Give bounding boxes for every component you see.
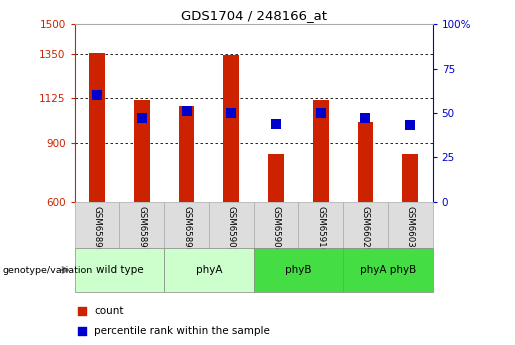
Bar: [164, 248, 253, 292]
Bar: [253, 248, 343, 292]
Bar: [164, 202, 209, 248]
Text: wild type: wild type: [96, 265, 143, 275]
Text: genotype/variation: genotype/variation: [3, 266, 93, 275]
Point: [317, 110, 325, 116]
Bar: [298, 202, 343, 248]
Bar: [343, 248, 433, 292]
Bar: [357, 122, 373, 202]
Text: phyA phyB: phyA phyB: [360, 265, 416, 275]
Point: [182, 108, 191, 114]
Point: [93, 92, 101, 98]
Title: GDS1704 / 248166_at: GDS1704 / 248166_at: [181, 9, 327, 22]
Bar: [343, 202, 388, 248]
Point: [138, 116, 146, 121]
Point: [78, 308, 86, 313]
Text: phyA: phyA: [196, 265, 222, 275]
Bar: [75, 248, 164, 292]
Text: GSM65910: GSM65910: [316, 206, 325, 253]
Text: GSM66030: GSM66030: [406, 206, 415, 253]
Point: [227, 110, 235, 116]
Text: GSM65904: GSM65904: [271, 206, 281, 253]
Text: count: count: [94, 306, 124, 315]
Bar: [224, 55, 239, 202]
Bar: [209, 202, 253, 248]
Text: percentile rank within the sample: percentile rank within the sample: [94, 326, 270, 336]
Text: GSM65897: GSM65897: [138, 206, 146, 253]
Text: GSM65898: GSM65898: [182, 206, 191, 253]
Bar: [119, 202, 164, 248]
Bar: [253, 202, 298, 248]
Bar: [402, 155, 418, 202]
Bar: [268, 155, 284, 202]
Bar: [134, 100, 150, 202]
Bar: [313, 100, 329, 202]
Point: [362, 116, 370, 121]
Text: GSM65902: GSM65902: [227, 206, 236, 253]
Bar: [179, 106, 194, 202]
Text: GSM66029: GSM66029: [361, 206, 370, 253]
Point: [406, 123, 415, 128]
Bar: [388, 202, 433, 248]
Point: [272, 121, 280, 126]
Point: [78, 328, 86, 334]
Bar: [89, 53, 105, 202]
Text: GSM65896: GSM65896: [93, 206, 101, 253]
Bar: [75, 202, 119, 248]
Text: phyB: phyB: [285, 265, 312, 275]
